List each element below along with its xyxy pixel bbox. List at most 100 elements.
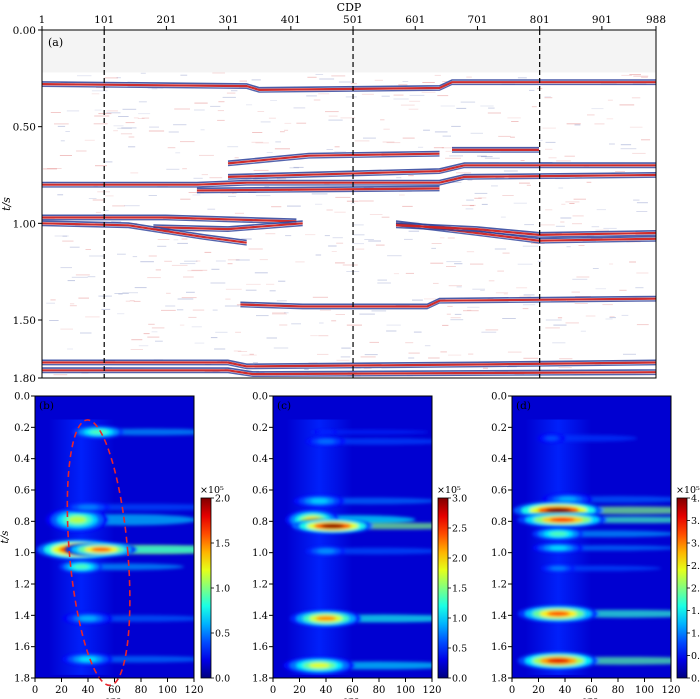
- noise-streak: [193, 177, 203, 179]
- noise-streak: [488, 107, 495, 109]
- noise-streak: [377, 279, 387, 281]
- noise-streak: [227, 259, 240, 261]
- y-tick-label: 0.2: [14, 423, 30, 434]
- reflector-trough: [240, 300, 657, 310]
- noise-streak: [235, 331, 241, 333]
- noise-streak: [246, 283, 261, 285]
- noise-streak: [502, 252, 510, 254]
- spectral-peak-8: [517, 604, 671, 623]
- noise-streak: [231, 90, 238, 92]
- noise-streak: [375, 244, 385, 246]
- noise-streak: [446, 261, 462, 263]
- noise-streak: [335, 196, 351, 198]
- noise-streak: [447, 305, 453, 307]
- noise-streak: [246, 104, 253, 106]
- noise-streak: [359, 313, 375, 315]
- noise-streak: [239, 80, 247, 82]
- noise-streak: [200, 129, 205, 131]
- reflector-peak: [227, 152, 440, 165]
- noise-streak: [572, 215, 584, 217]
- panel-c-spectrum: 0 20 40 60 80 100 120 0.0 0.2 0.4 0.6 0.8 1.0 1.2 1.4 1…: [252, 392, 467, 699]
- noise-streak: [466, 199, 474, 201]
- x-tick-label: 20: [293, 685, 306, 696]
- reflector-peak: [42, 216, 297, 223]
- noise-streak: [603, 227, 617, 229]
- noise-streak: [361, 93, 374, 95]
- noise-streak: [545, 327, 560, 329]
- noise-streak: [167, 147, 176, 149]
- noise-streak: [609, 143, 615, 145]
- peak-contour: [545, 507, 571, 513]
- noise-streak: [53, 374, 68, 376]
- noise-streak: [342, 264, 358, 266]
- peak-contour: [547, 658, 570, 664]
- spectral-peak-7: [541, 564, 662, 573]
- noise-streak: [173, 239, 179, 241]
- noise-streak: [433, 147, 444, 149]
- noise-streak: [210, 105, 221, 107]
- colorbar-tick-label: 2.0: [215, 494, 230, 505]
- noise-streak: [386, 324, 401, 326]
- noise-streak: [60, 328, 73, 330]
- noise-streak: [137, 118, 145, 119]
- noise-streak: [609, 263, 614, 265]
- noise-streak: [503, 170, 518, 172]
- noise-streak: [544, 97, 553, 99]
- noise-streak: [633, 75, 649, 77]
- noise-streak: [619, 104, 635, 106]
- noise-streak: [315, 203, 323, 205]
- noise-streak: [431, 247, 436, 249]
- noise-streak: [382, 141, 395, 143]
- noise-streak: [91, 90, 108, 92]
- colorbar: 0.0 0.5 1.0 1.5 2.0×10⁵: [200, 485, 230, 685]
- noise-streak: [62, 235, 68, 237]
- noise-streak: [371, 310, 387, 312]
- noise-streak: [252, 362, 258, 364]
- noise-streak: [264, 186, 270, 188]
- colorbar-tick-label: 0.5: [215, 629, 230, 640]
- noise-streak: [77, 75, 92, 77]
- noise-streak: [192, 194, 201, 196]
- noise-streak: [148, 323, 155, 325]
- reflector-peak: [42, 361, 657, 368]
- reflector-2: [42, 172, 657, 188]
- x-tick-label: 901: [592, 14, 612, 26]
- noise-streak: [166, 168, 180, 170]
- noise-streak: [318, 93, 330, 95]
- noise-streak: [59, 155, 72, 156]
- noise-streak: [470, 132, 483, 134]
- reflector-trough: [153, 220, 303, 228]
- noise-streak: [103, 210, 109, 212]
- noise-streak: [409, 100, 421, 102]
- noise-streak: [424, 345, 431, 347]
- noise-streak: [180, 198, 191, 200]
- noise-streak: [95, 211, 101, 213]
- peak-contour: [315, 616, 337, 621]
- noise-streak: [98, 113, 112, 115]
- noise-streak: [636, 211, 648, 212]
- x-tick-label: 701: [467, 14, 487, 26]
- noise-streak: [260, 121, 271, 123]
- noise-streak: [402, 137, 415, 139]
- noise-streak: [421, 91, 436, 93]
- noise-streak: [551, 300, 566, 302]
- panel-label: (d): [516, 400, 531, 412]
- noise-streak: [636, 202, 648, 204]
- noise-streak: [87, 276, 96, 278]
- noise-streak: [128, 146, 136, 148]
- spectral-peak-6: [532, 542, 671, 554]
- noise-streak: [125, 300, 130, 302]
- x-tick-label: 301: [219, 14, 239, 26]
- noise-streak: [380, 119, 385, 121]
- noise-streak: [381, 216, 390, 218]
- noise-streak: [180, 74, 188, 76]
- noise-streak: [130, 172, 139, 174]
- noise-streak: [602, 304, 613, 306]
- noise-streak: [591, 108, 604, 110]
- noise-streak: [315, 254, 322, 256]
- colorbar-tick-label: 1.5: [215, 539, 230, 550]
- peak-contour: [317, 439, 335, 444]
- noise-streak: [609, 316, 615, 318]
- noise-streak: [368, 240, 381, 242]
- noise-streak: [494, 248, 507, 250]
